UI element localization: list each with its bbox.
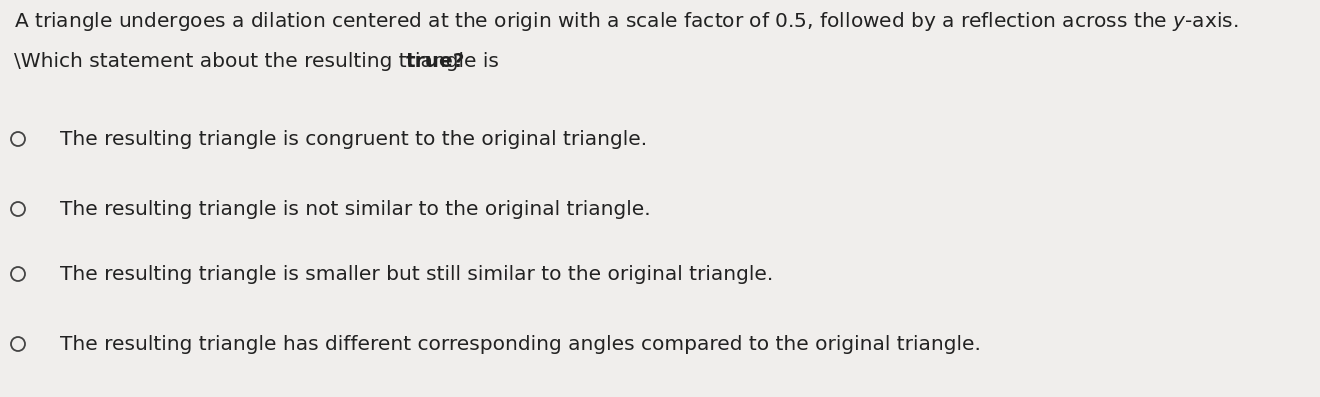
Text: The resulting triangle is not similar to the original triangle.: The resulting triangle is not similar to… <box>59 200 651 219</box>
Text: A triangle undergoes a dilation centered at the origin with a scale factor of 0.: A triangle undergoes a dilation centered… <box>15 10 1238 33</box>
Text: The resulting triangle has different corresponding angles compared to the origin: The resulting triangle has different cor… <box>59 335 981 354</box>
Text: The resulting triangle is congruent to the original triangle.: The resulting triangle is congruent to t… <box>59 130 647 149</box>
Text: \Which statement about the resulting triangle is: \Which statement about the resulting tri… <box>15 52 506 71</box>
Text: true?: true? <box>407 52 466 71</box>
Text: The resulting triangle is smaller but still similar to the original triangle.: The resulting triangle is smaller but st… <box>59 265 774 284</box>
